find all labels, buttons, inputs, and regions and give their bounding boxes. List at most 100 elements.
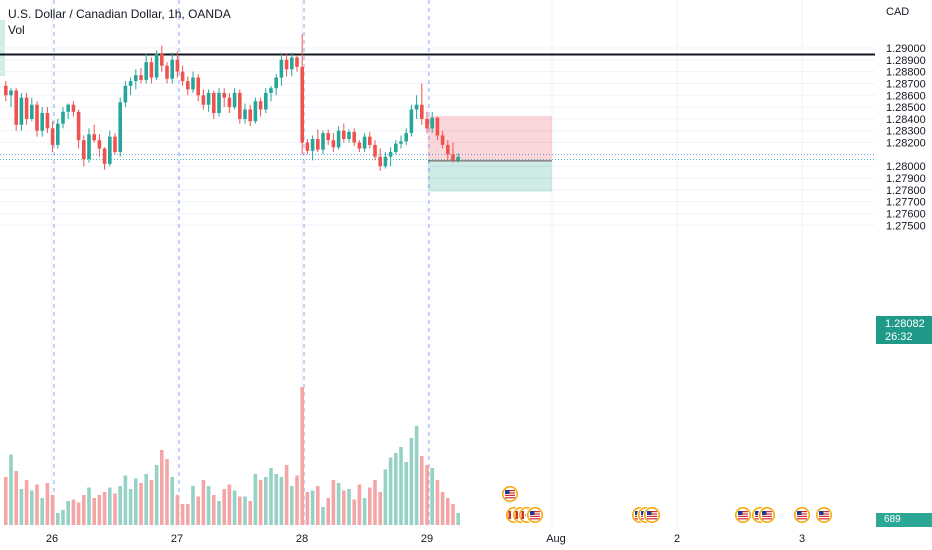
flag-stripe — [762, 513, 772, 515]
candle-body — [4, 85, 8, 96]
flag-stripe — [738, 511, 748, 513]
candle-body — [331, 140, 336, 148]
volume-bar — [206, 486, 211, 525]
candle-body — [97, 140, 102, 149]
volume-bar — [123, 475, 128, 525]
candle-body — [201, 95, 206, 105]
candle-body — [264, 92, 268, 110]
price-tick-label: 1.27600 — [886, 208, 926, 220]
candle-body — [227, 97, 232, 108]
volume-bar — [430, 468, 434, 525]
volume-bar — [258, 480, 263, 525]
candle-body — [40, 113, 44, 131]
volume-bar — [180, 504, 185, 525]
candle-body — [435, 117, 440, 136]
candle-body — [35, 104, 39, 131]
volume-bar — [336, 483, 341, 525]
volume-bar — [102, 492, 107, 525]
volume-indicator-label[interactable]: Vol — [8, 23, 25, 37]
flag-canton — [819, 511, 824, 515]
last-price-badge: 1.28082 26:32 — [876, 316, 932, 344]
flag-stripe — [762, 515, 772, 517]
candle-body — [420, 104, 424, 119]
price-tick-label: 1.28200 — [886, 138, 926, 150]
candle-body — [373, 144, 377, 157]
volume-bar — [71, 499, 76, 525]
flag-stripe — [797, 513, 807, 515]
volume-bar — [61, 510, 65, 525]
price-tick-label: 1.27700 — [886, 197, 926, 209]
volume-bar — [30, 490, 34, 525]
candle-body — [321, 133, 325, 150]
candle-body — [446, 144, 450, 155]
us-flag-event-icon[interactable] — [734, 506, 752, 524]
time-tick-label: 29 — [421, 533, 433, 545]
volume-bar — [97, 495, 102, 525]
volume-bar — [160, 450, 164, 525]
candle-body — [66, 104, 70, 112]
time-tick-label: 27 — [171, 533, 183, 545]
us-flag-event-icon[interactable] — [815, 506, 833, 524]
flag-stripe — [797, 511, 807, 513]
flag-stripe — [819, 511, 829, 513]
flag-canton — [738, 511, 743, 515]
price-tick-label: 1.29000 — [886, 43, 926, 55]
volume-bar — [326, 498, 330, 525]
volume-bar — [456, 513, 460, 525]
candle-body — [451, 154, 455, 161]
flag-stripe — [738, 515, 748, 517]
candle-body — [310, 139, 315, 151]
volume-bar — [128, 489, 133, 525]
us-flag-event-icon[interactable] — [501, 485, 519, 503]
candle-body — [279, 59, 284, 78]
volume-bar — [238, 496, 242, 525]
candle-body — [300, 66, 304, 143]
us-flag-event-icon[interactable] — [758, 506, 776, 524]
flag-stripe — [819, 515, 829, 517]
price-tick-label: 1.28500 — [886, 102, 926, 114]
volume-bar — [248, 501, 252, 525]
flag-stripe — [647, 515, 657, 517]
candle-body — [123, 85, 128, 103]
candle-body — [175, 59, 180, 72]
us-flag-event-icon[interactable] — [643, 506, 661, 524]
volume-bar — [279, 477, 284, 525]
time-tick-label: 3 — [799, 533, 805, 545]
volume-bar — [378, 492, 382, 525]
candle-body — [290, 57, 294, 70]
volume-bar — [394, 453, 398, 525]
volume-bar — [165, 459, 169, 525]
price-tick-label: 1.28000 — [886, 161, 926, 173]
volume-bar — [290, 486, 294, 525]
volume-bar — [66, 501, 70, 525]
volume-bar — [40, 498, 44, 525]
candle-body — [258, 101, 263, 110]
us-flag-event-icon[interactable] — [526, 506, 544, 524]
volume-bar — [212, 495, 216, 525]
volume-bar — [201, 480, 206, 525]
flag-stripe — [762, 511, 772, 513]
candle-body — [253, 101, 258, 122]
flag-canton — [762, 511, 767, 515]
candle-body — [274, 77, 278, 89]
candle-body — [316, 139, 320, 150]
reward-zone[interactable] — [428, 160, 552, 192]
candle-body — [191, 77, 195, 90]
volume-bar — [420, 456, 424, 525]
volume-bar — [14, 471, 18, 525]
candle-body — [139, 75, 143, 80]
flag-canton — [647, 511, 652, 515]
volume-bar — [82, 495, 86, 525]
volume-bar — [253, 474, 258, 525]
candle-body — [113, 136, 117, 153]
us-flag-event-icon[interactable] — [793, 506, 811, 524]
candle-body — [76, 111, 81, 141]
candle-body — [87, 134, 91, 160]
volume-bar — [425, 465, 429, 525]
volume-value-badge: 689 — [876, 513, 932, 527]
symbol-title[interactable]: U.S. Dollar / Canadian Dollar, 1h, OANDA — [8, 7, 231, 21]
candle-body — [342, 130, 346, 140]
candle-body — [134, 75, 138, 82]
